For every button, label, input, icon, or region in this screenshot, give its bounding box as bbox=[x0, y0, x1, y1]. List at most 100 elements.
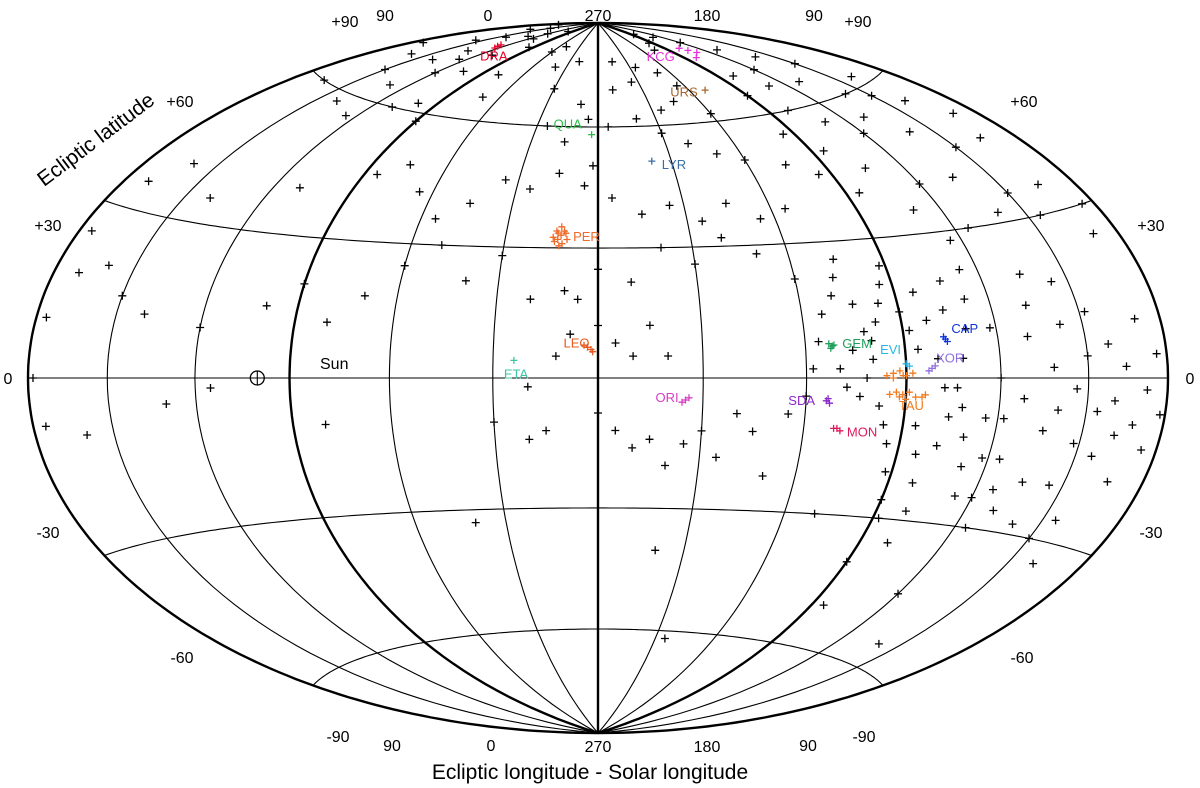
plus-mark bbox=[1023, 332, 1032, 341]
plus-mark bbox=[1003, 189, 1012, 197]
sporadic-radiant bbox=[627, 278, 636, 287]
parallel-line bbox=[312, 628, 884, 686]
sporadic-radiant bbox=[546, 24, 555, 33]
sporadic-radiant bbox=[144, 177, 153, 186]
sporadic-radiant bbox=[657, 106, 666, 115]
plus-mark bbox=[190, 159, 198, 168]
plus-mark bbox=[879, 420, 888, 429]
sporadic-radiant bbox=[955, 265, 964, 274]
plus-mark bbox=[525, 435, 534, 444]
plus-mark bbox=[950, 492, 959, 500]
sporadic-radiant bbox=[525, 43, 533, 52]
plus-mark bbox=[1051, 516, 1060, 525]
sporadic-radiant bbox=[750, 65, 758, 74]
sporadic-radiant bbox=[781, 204, 790, 213]
plus-mark bbox=[524, 32, 533, 41]
plus-mark bbox=[560, 286, 569, 295]
sporadic-radiant bbox=[827, 291, 836, 300]
plus-mark bbox=[827, 344, 835, 352]
sporadic-radiant bbox=[1137, 446, 1146, 454]
plus-mark bbox=[459, 67, 468, 76]
shower-radiant-per bbox=[562, 229, 570, 237]
sporadic-radiant bbox=[1023, 332, 1032, 341]
sporadic-radiant bbox=[529, 34, 538, 43]
plus-mark bbox=[608, 57, 617, 66]
lat-tick-p30-left: +30 bbox=[34, 218, 61, 235]
sporadic-radiant bbox=[632, 114, 641, 123]
plus-mark bbox=[628, 443, 637, 452]
plus-mark bbox=[491, 44, 499, 52]
sporadic-radiant bbox=[645, 39, 653, 48]
plus-mark bbox=[373, 170, 382, 179]
sporadic-radiant bbox=[706, 109, 715, 118]
shower-radiant-cap bbox=[940, 333, 947, 341]
shower-radiant-leo bbox=[580, 341, 588, 349]
shower-label-qua: QUA bbox=[554, 117, 583, 132]
shower-radiant-kcg bbox=[692, 54, 700, 62]
sporadic-radiant bbox=[895, 307, 904, 316]
plus-mark bbox=[466, 199, 475, 208]
sporadic-radiant bbox=[784, 410, 793, 418]
plus-mark bbox=[1104, 340, 1113, 348]
plus-mark bbox=[905, 388, 913, 396]
shower-label-urs: URS bbox=[670, 85, 698, 100]
plus-mark bbox=[554, 229, 562, 237]
sporadic-radiant bbox=[300, 279, 309, 288]
plus-mark bbox=[547, 48, 556, 56]
plus-mark bbox=[859, 327, 868, 336]
plus-mark bbox=[848, 300, 857, 309]
plus-mark bbox=[847, 72, 856, 81]
plus-mark bbox=[1015, 270, 1024, 279]
plus-mark bbox=[437, 241, 446, 250]
sporadic-radiant bbox=[406, 160, 415, 169]
plus-mark bbox=[406, 160, 415, 169]
plus-mark bbox=[867, 91, 876, 100]
plus-mark bbox=[908, 478, 917, 487]
plus-mark bbox=[751, 52, 760, 61]
sporadic-radiant bbox=[526, 25, 535, 34]
sporadic-radiant bbox=[1018, 478, 1027, 487]
sporadic-radiant bbox=[580, 181, 589, 190]
plus-mark bbox=[909, 369, 917, 377]
plus-mark bbox=[875, 280, 884, 289]
plus-mark bbox=[560, 137, 569, 146]
plus-mark bbox=[87, 226, 96, 235]
plus-mark bbox=[542, 426, 551, 435]
sporadic-radiant bbox=[42, 313, 51, 322]
sporadic-radiant bbox=[1034, 180, 1042, 189]
plus-mark bbox=[1143, 386, 1152, 394]
sporadic-radiant bbox=[414, 99, 423, 108]
sporadic-radiant bbox=[905, 326, 914, 335]
top-tick-2: 0 bbox=[484, 8, 493, 25]
plus-mark bbox=[558, 240, 566, 248]
plus-mark bbox=[830, 424, 838, 432]
plus-mark bbox=[1029, 559, 1038, 568]
plus-mark bbox=[632, 114, 641, 123]
plus-mark bbox=[75, 268, 83, 277]
shower-radiant-per bbox=[558, 240, 566, 248]
plus-mark bbox=[41, 422, 50, 431]
sporadic-radiant bbox=[836, 364, 845, 373]
plus-mark bbox=[1055, 320, 1064, 329]
sporadic-radiant bbox=[819, 601, 828, 610]
plus-mark bbox=[1137, 446, 1146, 454]
plus-mark bbox=[909, 206, 918, 214]
sporadic-radiant bbox=[911, 450, 920, 459]
sporadic-radiant bbox=[1054, 406, 1063, 415]
lat-tick-south-pole-right: -90 bbox=[852, 729, 875, 746]
plus-mark bbox=[981, 414, 990, 422]
sporadic-radiant bbox=[883, 538, 892, 547]
plus-mark bbox=[684, 139, 693, 148]
sporadic-radiant bbox=[627, 78, 636, 87]
sporadic-radiant bbox=[1038, 426, 1047, 435]
plus-mark bbox=[1110, 431, 1119, 440]
sporadic-radiant bbox=[951, 143, 960, 152]
plus-mark bbox=[1069, 439, 1078, 448]
sporadic-radiant bbox=[802, 392, 811, 401]
shower-label-gem: GEM bbox=[842, 336, 872, 351]
plus-mark bbox=[543, 122, 552, 130]
plus-mark bbox=[1020, 394, 1029, 403]
shower-radiant-tau bbox=[889, 374, 897, 382]
plus-mark bbox=[526, 185, 534, 193]
